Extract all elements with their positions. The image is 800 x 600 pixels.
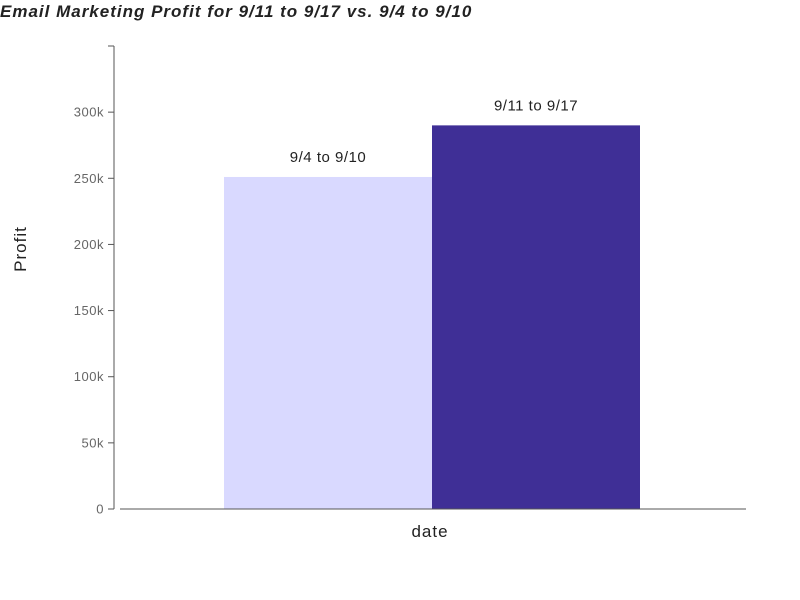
y-tick-label: 200k: [74, 237, 104, 252]
bar: [224, 176, 432, 509]
y-axis: 0 50k 100k 150k 200k 250k 300k: [74, 45, 115, 517]
x-axis-title: date: [411, 522, 448, 541]
y-tick-label: 300k: [74, 105, 104, 120]
bar-label: 9/4 to 9/10: [290, 149, 366, 166]
y-tick-label: 250k: [74, 171, 104, 186]
bar: [432, 125, 640, 509]
y-axis-title: Profit: [11, 226, 30, 272]
bar-label: 9/11 to 9/17: [494, 97, 578, 114]
y-tick-label: 0: [96, 502, 104, 517]
y-tick-label: 150k: [74, 303, 104, 318]
y-tick-label: 100k: [74, 369, 104, 384]
y-tick-label: 50k: [82, 435, 104, 450]
chart-title: Email Marketing Profit for 9/11 to 9/17 …: [0, 2, 473, 21]
bars: 9/4 to 9/10 9/11 to 9/17: [224, 97, 640, 509]
